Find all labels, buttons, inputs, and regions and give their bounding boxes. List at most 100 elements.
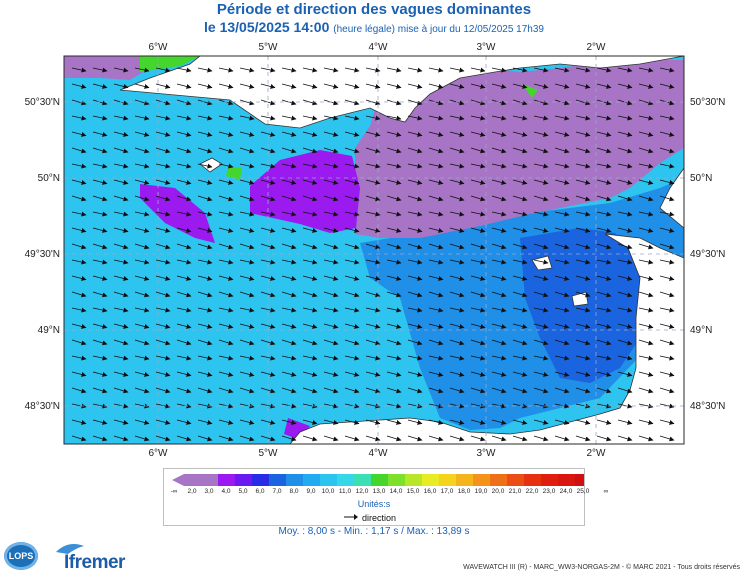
lat-label-right: 50°N	[690, 173, 712, 184]
direction-arrow	[281, 435, 297, 442]
direction-arrow	[365, 275, 381, 281]
direction-arrow	[512, 195, 528, 202]
direction-arrow	[239, 339, 255, 346]
direction-arrow	[176, 419, 192, 425]
direction-arrow	[134, 243, 150, 250]
direction-arrow	[92, 387, 108, 394]
direction-arrow	[491, 339, 507, 346]
direction-arrow	[92, 275, 108, 281]
direction-arrow	[617, 371, 633, 377]
direction-arrow	[239, 243, 255, 250]
direction-arrow	[638, 403, 654, 409]
direction-arrow	[239, 275, 255, 281]
direction-arrow	[386, 179, 402, 185]
direction-arrow	[638, 355, 654, 361]
direction-arrow	[617, 307, 633, 313]
direction-arrow	[218, 371, 234, 377]
direction-arrow	[659, 355, 675, 361]
direction-arrow	[617, 291, 633, 298]
direction-arrow	[260, 243, 276, 250]
direction-arrow	[260, 195, 276, 202]
direction-arrow	[491, 163, 507, 169]
direction-arrow	[155, 115, 171, 121]
direction-arrow	[365, 115, 381, 121]
direction-arrow	[575, 115, 591, 121]
colorbar-tick-label: 3,0	[204, 488, 214, 495]
direction-arrow	[176, 435, 192, 442]
direction-arrow	[554, 67, 570, 73]
direction-arrow	[575, 419, 591, 425]
direction-arrow	[134, 275, 150, 281]
direction-arrow	[554, 371, 570, 377]
direction-arrow	[617, 115, 633, 121]
direction-arrow	[344, 435, 360, 442]
direction-arrow	[491, 83, 507, 89]
direction-arrow	[554, 323, 570, 329]
direction-arrow	[281, 307, 297, 313]
direction-arrow	[512, 131, 528, 137]
direction-arrow	[260, 387, 276, 394]
direction-arrow	[71, 355, 87, 361]
direction-arrow	[575, 147, 591, 154]
model-credit: WAVEWATCH III (R) - MARC_WW3-NORGAS-2M -…	[463, 564, 740, 571]
colorbar-tick-label: 16,0	[423, 488, 437, 495]
direction-arrow	[386, 387, 402, 394]
direction-arrow	[134, 115, 150, 121]
direction-arrow	[617, 83, 633, 89]
direction-arrow	[323, 83, 339, 89]
direction-arrow	[134, 163, 150, 169]
direction-arrow	[533, 99, 549, 106]
direction-arrow	[176, 115, 192, 121]
direction-arrow	[71, 323, 87, 329]
direction-arrow	[218, 179, 234, 185]
direction-arrow	[323, 195, 339, 202]
direction-arrow	[218, 147, 234, 154]
direction-arrow	[512, 307, 528, 313]
direction-arrow	[92, 291, 108, 298]
direction-arrow	[596, 291, 612, 298]
direction-arrow	[71, 435, 87, 442]
direction-arrow	[617, 419, 633, 425]
direction-arrow	[260, 115, 276, 121]
direction-arrow	[239, 291, 255, 298]
direction-arrow	[386, 83, 402, 89]
direction-arrow	[491, 243, 507, 250]
direction-arrow	[449, 371, 465, 377]
direction-arrow	[470, 387, 486, 394]
direction-arrow	[512, 115, 528, 121]
direction-arrow	[155, 419, 171, 425]
direction-arrow	[302, 323, 318, 329]
direction-arrow	[428, 291, 444, 298]
direction-arrow	[113, 323, 129, 329]
direction-arrow	[554, 387, 570, 394]
direction-arrow	[554, 243, 570, 250]
direction-arrow	[239, 131, 255, 137]
colorbar-band	[405, 474, 422, 486]
direction-arrow	[218, 259, 234, 265]
direction-arrow	[323, 115, 339, 121]
direction-arrow	[281, 371, 297, 377]
direction-arrow	[323, 419, 339, 425]
direction-arrow	[386, 371, 402, 377]
colorbar-tick-label: 21,0	[508, 488, 522, 495]
direction-arrow	[134, 387, 150, 394]
direction-arrow	[239, 419, 255, 425]
colorbar-tick-label: 20,0	[491, 488, 505, 495]
units-label: Unités:s	[357, 499, 391, 509]
direction-arrow	[512, 211, 528, 217]
direction-arrow	[638, 115, 654, 121]
lat-label-left: 48°30'N	[25, 401, 60, 412]
direction-arrow	[302, 371, 318, 377]
direction-arrow	[197, 179, 213, 185]
direction-arrow	[512, 147, 528, 154]
direction-arrow	[365, 435, 381, 442]
direction-arrow	[449, 435, 465, 442]
direction-arrow	[533, 179, 549, 185]
direction-arrow	[155, 355, 171, 361]
direction-arrow	[428, 131, 444, 137]
colorbar-tick-label: 12,0	[355, 488, 369, 495]
direction-arrow	[134, 323, 150, 329]
lat-label-left: 50°N	[38, 173, 60, 184]
direction-arrow	[344, 419, 360, 425]
direction-arrow	[176, 387, 192, 394]
